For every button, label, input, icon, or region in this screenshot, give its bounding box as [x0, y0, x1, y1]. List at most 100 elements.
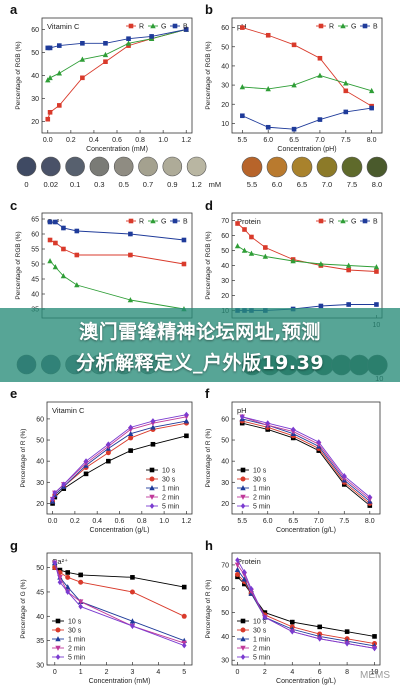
x-tick-label: 0.8 — [137, 518, 147, 525]
series-B — [47, 219, 187, 243]
legend-label: 30 s — [253, 628, 267, 635]
legend-marker — [55, 645, 61, 651]
y-tick-label: 20 — [36, 501, 44, 508]
data-point — [184, 433, 189, 439]
series-line — [242, 75, 372, 92]
x-tick-label: 0.4 — [89, 137, 99, 144]
data-point — [130, 623, 135, 629]
data-point — [183, 27, 189, 32]
legend-marker — [149, 503, 155, 509]
x-axis-label: Concentration (g/L) — [276, 527, 336, 534]
legend-label: B — [183, 24, 188, 31]
series-line — [237, 223, 377, 272]
x-tick-label: 0 — [53, 669, 57, 676]
legend-label: 2 min — [253, 646, 270, 653]
data-point — [74, 228, 80, 234]
data-point — [242, 227, 247, 232]
x-tick-label: 6.0 — [263, 518, 273, 525]
data-point — [127, 297, 134, 303]
series-line — [52, 414, 187, 500]
data-point — [57, 103, 62, 108]
x-tick-label: 5 — [182, 669, 186, 676]
swatch-label: 7.0 — [322, 180, 332, 189]
legend-marker — [149, 485, 155, 491]
data-point — [47, 237, 53, 243]
data-point — [345, 262, 352, 268]
y-tick-label: 65 — [31, 217, 39, 224]
swatch-label: 5.5 — [247, 180, 257, 189]
data-point — [184, 411, 189, 418]
x-axis-label: Concentration (mM) — [89, 678, 151, 685]
overlay-banner[interactable]: 澳门雷锋精神论坛网址,预测 分析解释定义_户外版19.39 — [0, 308, 400, 382]
swatch-label: 1.2 — [191, 180, 201, 189]
data-point — [129, 589, 135, 595]
legend-label: G — [351, 219, 356, 226]
color-swatch — [266, 156, 288, 178]
data-point — [150, 441, 156, 447]
panel-letter: g — [10, 538, 18, 553]
data-point — [56, 70, 63, 76]
series-5-min — [235, 557, 377, 652]
color-swatch — [65, 156, 85, 177]
plot-frame — [231, 401, 381, 515]
series-5-min — [52, 559, 187, 649]
chart-title: Ca²⁺ — [52, 557, 68, 566]
chart-panel-b: bpH1020304050605.56.06.57.07.58.0Concent… — [205, 2, 383, 153]
x-tick-label: 2 — [105, 669, 109, 676]
series-line — [237, 569, 375, 647]
legend-label: R — [329, 24, 334, 31]
series-30-s — [239, 418, 373, 506]
y-tick-label: 30 — [221, 658, 229, 665]
swatch-label: 7.5 — [347, 180, 357, 189]
x-tick-label: 6.5 — [289, 137, 299, 144]
data-point — [61, 225, 66, 231]
data-point — [235, 557, 240, 564]
series-R — [47, 237, 187, 267]
data-point — [106, 441, 111, 448]
swatch-label: 0 — [24, 180, 28, 189]
y-tick-label: 50 — [31, 50, 39, 57]
y-tick-label: 20 — [221, 293, 229, 300]
data-point — [242, 569, 247, 575]
y-tick-label: 45 — [36, 589, 44, 596]
legend-marker — [340, 218, 346, 224]
series-line — [54, 567, 185, 617]
data-point — [45, 116, 51, 122]
data-point — [234, 562, 241, 568]
swatch-label: 0.3 — [94, 180, 104, 189]
y-tick-label: 50 — [221, 438, 229, 445]
data-point — [83, 458, 89, 465]
y-tick-label: 30 — [221, 278, 229, 285]
data-point — [317, 635, 323, 642]
legend-label: 2 min — [253, 495, 270, 502]
series-line — [237, 245, 377, 268]
y-tick-label: 55 — [31, 247, 39, 254]
y-axis-label: Percentage of R (%) — [205, 580, 212, 639]
x-tick-label: 1.2 — [182, 518, 192, 525]
data-point — [343, 88, 349, 94]
x-tick-label: 0.4 — [92, 518, 102, 525]
series-line — [237, 559, 375, 649]
data-point — [128, 424, 133, 431]
data-point — [290, 426, 296, 433]
x-axis-label: Concentration (g/L) — [90, 527, 150, 534]
series-B — [240, 105, 374, 132]
y-tick-label: 60 — [221, 416, 229, 423]
x-tick-label: 1.2 — [181, 137, 191, 144]
data-point — [52, 559, 58, 566]
x-tick-label: 4 — [156, 669, 160, 676]
data-point — [80, 75, 85, 81]
legend-label: 10 s — [253, 468, 267, 475]
data-point — [45, 45, 51, 51]
legend-label: 1 min — [68, 637, 85, 644]
series-G — [234, 243, 380, 270]
legend-marker — [55, 654, 61, 660]
color-swatch — [138, 156, 158, 177]
series-10-s — [52, 565, 187, 590]
data-point — [234, 243, 241, 249]
series-G — [47, 258, 187, 312]
chart-panel-c: cCa²⁺35404550556065Percentage of RGB (%)… — [10, 198, 193, 319]
series-line — [242, 107, 372, 130]
x-tick-label: 6.5 — [288, 518, 298, 525]
data-point — [291, 126, 297, 132]
